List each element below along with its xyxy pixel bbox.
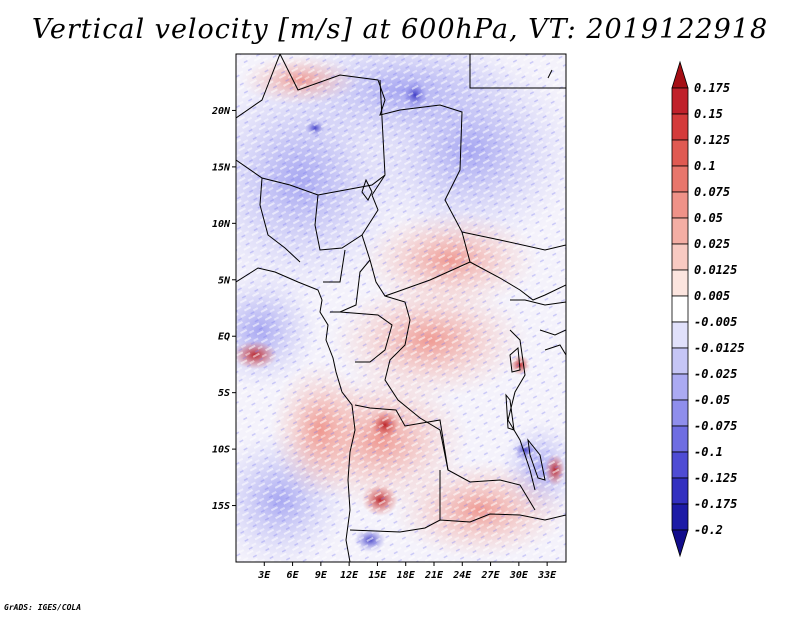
- lat-tick-label: 15S: [212, 501, 230, 512]
- colorbar-swatch: [671, 321, 689, 349]
- colorbar-label: -0.0125: [694, 341, 745, 355]
- colorbar-swatch: [671, 425, 689, 453]
- colorbar-swatch: [671, 243, 689, 271]
- colorbar-label: 0.05: [694, 211, 723, 225]
- lat-tick-label: 5S: [218, 388, 230, 399]
- colorbar-label: 0.075: [694, 185, 730, 199]
- colorbar-swatch: [671, 451, 689, 479]
- lon-tick-label: 21E: [424, 570, 444, 581]
- lon-tick-label: 12E: [340, 570, 359, 581]
- colorbar-label: 0.025: [694, 237, 730, 251]
- colorbar-swatch: [671, 87, 689, 115]
- latitude-axis: 20N 15N 10N 5N EQ 5S 10S 15S: [211, 106, 236, 512]
- map-frame: [235, 53, 567, 563]
- colorbar-swatch: [671, 217, 689, 245]
- lat-tick-label: EQ: [218, 332, 230, 343]
- grads-credit: GrADS: IGES/COLA: [4, 603, 82, 612]
- colorbar-swatch: [671, 399, 689, 427]
- colorbar-swatch: [671, 477, 689, 505]
- colorbar-label: 0.1: [694, 159, 716, 173]
- lat-tick-label: 10S: [212, 445, 230, 456]
- lat-tick-label: 10N: [212, 219, 231, 230]
- colorbar-label: 0.175: [694, 81, 730, 95]
- colorbar-label: 0.005: [694, 289, 730, 303]
- colorbar-swatch: [671, 113, 689, 141]
- colorbar-label: -0.175: [694, 497, 737, 511]
- lon-tick-label: 30E: [509, 570, 529, 581]
- colorbar-label: -0.075: [694, 419, 737, 433]
- lon-tick-label: 33E: [537, 570, 557, 581]
- colorbar: 0.175 0.15 0.125 0.1 0.075 0.05 0.025 0.0125 0.0…: [671, 60, 745, 558]
- lat-tick-label: 15N: [212, 162, 231, 173]
- lon-tick-label: 15E: [368, 570, 387, 581]
- lon-tick-label: 27E: [481, 570, 501, 581]
- colorbar-label: -0.1: [694, 445, 723, 459]
- colorbar-swatch: [671, 295, 689, 323]
- country-boundaries: [236, 54, 566, 562]
- colorbar-label: -0.005: [694, 315, 737, 329]
- colorbar-label: 0.0125: [694, 263, 737, 277]
- colorbar-swatch: [671, 191, 689, 219]
- colorbar-swatch: [671, 529, 689, 558]
- lon-tick-label: 3E: [257, 570, 271, 581]
- colorbar-swatch: [671, 60, 689, 89]
- colorbar-label: 0.125: [694, 133, 730, 147]
- lat-tick-label: 20N: [211, 106, 231, 117]
- colorbar-label: -0.125: [694, 471, 737, 485]
- lon-tick-label: 18E: [397, 570, 416, 581]
- lat-tick-label: 5N: [218, 275, 231, 286]
- colorbar-swatch: [671, 165, 689, 193]
- colorbar-swatch: [671, 347, 689, 375]
- velocity-field: [236, 54, 566, 562]
- chart-title: Vertical velocity [m/s] at 600hPa, VT: 2…: [31, 14, 769, 45]
- lon-tick-label: 24E: [452, 570, 472, 581]
- colorbar-swatch: [671, 269, 689, 297]
- colorbar-label: -0.025: [694, 367, 737, 381]
- colorbar-label: 0.15: [694, 107, 723, 121]
- colorbar-label: -0.05: [694, 393, 730, 407]
- colorbar-swatch: [671, 503, 689, 531]
- colorbar-swatch: [671, 373, 689, 401]
- colorbar-swatch: [671, 139, 689, 167]
- colorbar-label: -0.2: [694, 523, 723, 537]
- lon-tick-label: 9E: [315, 570, 328, 581]
- lon-tick-label: 6E: [287, 570, 300, 581]
- longitude-axis: 3E 6E 9E 12E 15E 18E 21E 24E 27E 30E 33E: [257, 562, 557, 581]
